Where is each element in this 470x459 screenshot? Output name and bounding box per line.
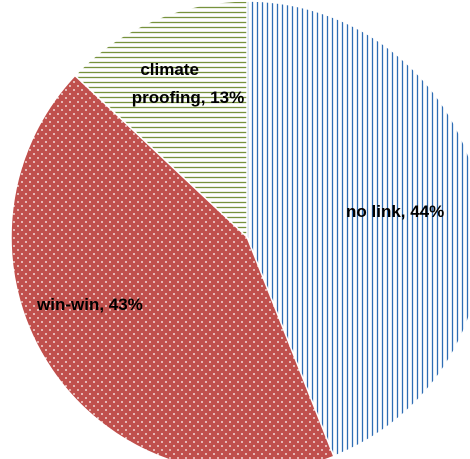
slice-label-win-win: win-win, 43%	[36, 295, 143, 314]
slice-label-no-link: no link, 44%	[346, 202, 444, 221]
pie-slice-climate-proofing	[73, 0, 248, 239]
pie-slice-no-link	[246, 0, 470, 458]
pie-slice-win-win	[10, 74, 335, 459]
pie-slices	[10, 0, 470, 459]
slice-label-climate-proofing-line-1: climate	[140, 60, 199, 79]
slice-label-climate-proofing-line-2: proofing, 13%	[132, 88, 244, 107]
slice-label-climate-proofing: climate proofing, 13%	[132, 60, 244, 107]
